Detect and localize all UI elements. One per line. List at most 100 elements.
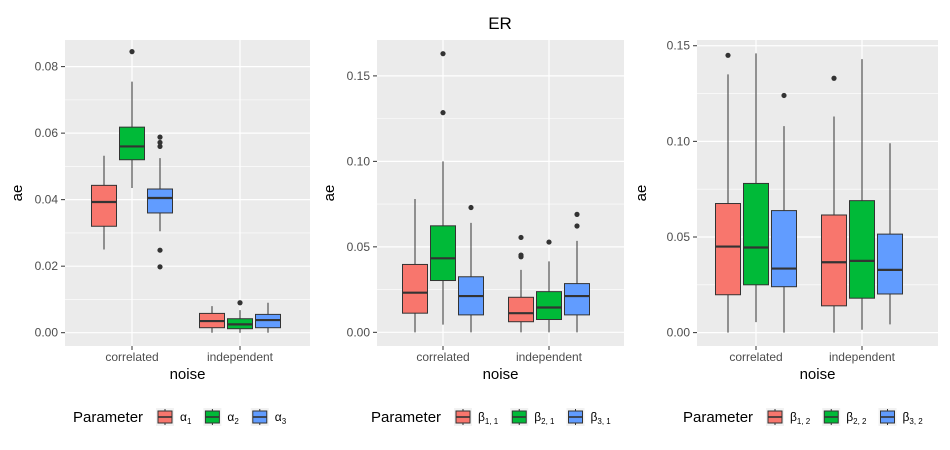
y-tick-label: 0.05 (347, 240, 371, 254)
box-iqr (119, 126, 145, 161)
legend-key-β1,2 (766, 408, 784, 426)
box-β1,1-independent (508, 234, 534, 333)
panel-2: 0.00 0.05 0.10 0.15 correlated independent ae n… (321, 40, 624, 426)
x-tick-label: correlated (105, 350, 158, 364)
y-axis-title: ae (321, 185, 338, 202)
chart-title: ER (488, 14, 512, 33)
box-β2,1-correlated (430, 51, 456, 325)
x-axis-title: noise (483, 366, 519, 383)
legend: Parameter β1, 2 β2, 2 β3, 2 (683, 408, 923, 426)
legend-key-β2,2 (822, 408, 841, 426)
outlier-point (781, 92, 787, 99)
legend-label: β1, 2 (790, 410, 811, 426)
box-iqr (715, 203, 741, 296)
box-β1,1-correlated (402, 198, 428, 333)
box-iqr (743, 182, 769, 286)
legend-label: β2, 2 (846, 410, 867, 426)
legend-key-α1 (156, 408, 174, 426)
outlier-point (157, 247, 163, 253)
legend: Parameter α1 α2 α3 (73, 408, 287, 426)
legend-key-β1,1 (454, 408, 472, 426)
y-tick-label: 0.02 (35, 259, 59, 273)
outlier-point (157, 264, 163, 270)
legend-key-β3,2 (878, 408, 897, 426)
outlier-point (546, 239, 552, 245)
outlier-point (237, 300, 243, 306)
legend: Parameter β1, 1 β2, 1 β3, 1 (371, 408, 611, 426)
y-tick-label: 0.10 (667, 134, 691, 148)
x-axis-title: noise (800, 366, 836, 383)
panel-3: 0.00 0.05 0.10 0.15 correlated independent ae n… (633, 39, 938, 426)
plot-background (697, 40, 938, 346)
outlier-point (157, 139, 163, 146)
box-α1-correlated (91, 155, 117, 250)
outlier-point (574, 223, 580, 229)
y-axis-title: ae (633, 185, 650, 202)
outlier-point (518, 234, 524, 241)
box-iqr (849, 200, 875, 299)
legend-title: Parameter (683, 409, 753, 426)
outlier-point (157, 143, 163, 150)
outlier-point (440, 51, 446, 57)
y-tick-label: 0.06 (35, 126, 59, 140)
y-tick-label: 0.10 (347, 154, 371, 168)
outlier-point (157, 134, 163, 140)
x-tick-label: independent (516, 350, 583, 364)
box-β3,2-correlated (771, 92, 797, 333)
box-β2,2-correlated (743, 53, 769, 323)
box-iqr (821, 214, 847, 307)
box-iqr (402, 263, 428, 314)
box-iqr (147, 188, 173, 214)
box-β1,2-independent (821, 75, 847, 333)
box-β3,2-independent (877, 143, 903, 325)
y-tick-label: 0.00 (347, 325, 371, 339)
y-tick-label: 0.05 (667, 230, 691, 244)
box-α2-correlated (119, 49, 145, 189)
outlier-point (440, 110, 446, 116)
box-α3-independent (255, 302, 281, 333)
outlier-point (129, 49, 135, 55)
legend-label: β3, 1 (591, 410, 612, 426)
outlier-point (468, 204, 474, 211)
y-tick-label: 0.00 (35, 326, 59, 340)
box-α1-independent (199, 306, 225, 333)
box-iqr (430, 225, 456, 282)
x-tick-label: correlated (729, 350, 782, 364)
legend-title: Parameter (73, 409, 143, 426)
outlier-point (574, 211, 580, 217)
panel-1: 0.00 0.02 0.04 0.06 0.08 correlated independen… (9, 40, 310, 426)
box-β1,2-correlated (715, 52, 741, 333)
outlier-point (831, 75, 837, 81)
y-axis-title: ae (9, 185, 26, 202)
legend-key-α2 (203, 408, 222, 426)
box-iqr (508, 296, 534, 323)
x-tick-label: correlated (416, 350, 469, 364)
box-iqr (877, 233, 903, 295)
legend-label: β1, 1 (478, 410, 499, 426)
legend-key-α3 (250, 408, 269, 426)
box-α3-correlated (147, 134, 173, 270)
legend-label: β2, 1 (534, 410, 555, 426)
box-iqr (564, 283, 590, 316)
legend-title: Parameter (371, 409, 441, 426)
box-iqr (536, 291, 562, 321)
y-tick-label: 0.04 (35, 193, 59, 207)
outlier-point (518, 254, 524, 260)
y-tick-label: 0.08 (35, 60, 59, 74)
panels: 0.00 0.02 0.04 0.06 0.08 correlated independen… (9, 39, 938, 426)
y-tick-label: 0.00 (667, 326, 691, 340)
legend-key-β3,1 (566, 408, 585, 426)
box-β2,2-independent (849, 59, 875, 330)
y-tick-label: 0.15 (667, 39, 691, 53)
legend-label: β3, 2 (903, 410, 924, 426)
x-tick-label: independent (829, 350, 896, 364)
x-axis-title: noise (170, 366, 206, 383)
x-tick-label: independent (207, 350, 274, 364)
legend-label: α3 (275, 410, 287, 426)
box-α2-independent (227, 300, 253, 333)
box-β3,1-correlated (458, 204, 484, 333)
box-iqr (91, 184, 117, 227)
outlier-point (725, 52, 731, 58)
legend-key-β2,1 (510, 408, 529, 426)
